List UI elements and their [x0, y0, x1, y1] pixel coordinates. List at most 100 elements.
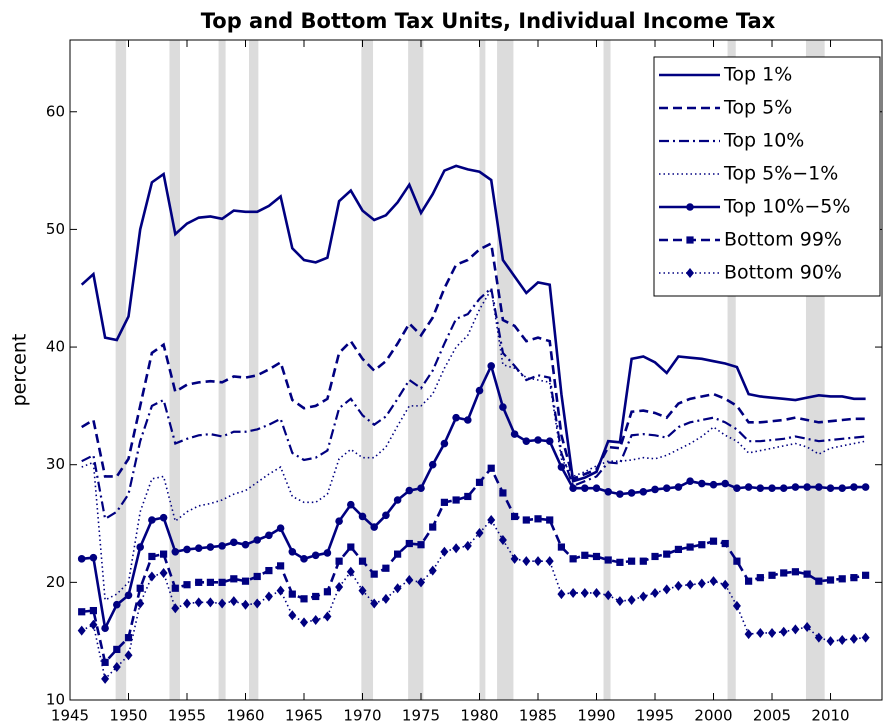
marker	[697, 578, 706, 589]
marker	[592, 484, 601, 493]
marker	[768, 627, 777, 638]
series-line	[81, 287, 866, 602]
marker	[522, 556, 531, 567]
marker	[569, 555, 577, 563]
marker	[147, 571, 156, 582]
marker	[604, 487, 613, 496]
marker	[300, 555, 308, 563]
marker	[580, 587, 589, 598]
chart-title: Top and Bottom Tax Units, Individual Inc…	[201, 9, 776, 33]
marker	[358, 512, 367, 521]
marker	[335, 557, 343, 565]
legend-label: Bottom 99%	[724, 229, 842, 251]
marker	[370, 570, 378, 578]
legend-box	[653, 56, 881, 297]
x-tick-label: 1975	[402, 707, 440, 725]
marker	[569, 587, 578, 598]
marker	[838, 575, 846, 583]
marker	[101, 658, 109, 666]
shaded-period	[479, 40, 486, 700]
marker	[616, 558, 624, 566]
marker	[522, 516, 530, 524]
marker	[616, 490, 624, 498]
marker	[627, 489, 636, 497]
marker	[253, 572, 261, 581]
marker	[534, 436, 542, 444]
marker	[230, 575, 238, 583]
marker	[288, 610, 297, 621]
marker	[311, 615, 320, 625]
marker	[780, 569, 788, 577]
x-tick-label: 2000	[694, 707, 732, 725]
marker	[194, 597, 203, 608]
marker	[78, 608, 86, 616]
marker	[417, 484, 425, 493]
marker	[194, 544, 203, 553]
marker	[347, 543, 355, 551]
marker	[744, 629, 753, 640]
x-tick-label: 1980	[460, 707, 498, 725]
marker	[89, 553, 98, 562]
marker	[335, 582, 344, 593]
marker	[206, 578, 215, 586]
x-tick-label: 1985	[519, 707, 557, 725]
marker	[440, 546, 449, 557]
marker	[838, 484, 847, 493]
marker	[768, 571, 776, 579]
marker	[826, 636, 835, 647]
x-tick-label: 2005	[753, 707, 791, 725]
marker	[417, 577, 426, 588]
marker	[393, 583, 402, 594]
marker	[475, 478, 484, 486]
marker	[300, 617, 309, 628]
marker	[511, 512, 519, 521]
marker	[826, 484, 835, 493]
marker	[534, 515, 542, 523]
marker	[546, 516, 554, 524]
marker	[499, 489, 507, 497]
marker	[206, 597, 215, 608]
marker	[581, 484, 589, 493]
x-tick-label: 1970	[343, 707, 381, 725]
marker	[160, 550, 168, 558]
series-line	[81, 362, 866, 633]
y-tick-label: 10	[46, 691, 65, 709]
marker	[686, 579, 695, 590]
marker	[428, 460, 437, 469]
marker	[498, 535, 507, 545]
marker	[861, 632, 870, 643]
marker	[195, 578, 203, 586]
marker	[475, 386, 484, 395]
marker	[440, 498, 449, 506]
marker	[850, 483, 858, 491]
marker	[382, 564, 390, 572]
y-tick-label: 40	[46, 338, 65, 356]
marker	[393, 496, 402, 504]
shaded-period	[249, 40, 259, 700]
marker	[791, 483, 800, 491]
marker	[698, 479, 706, 488]
marker	[850, 574, 858, 582]
marker	[124, 650, 133, 661]
marker	[615, 596, 624, 607]
y-axis-label: percent	[9, 334, 31, 407]
marker	[686, 268, 694, 278]
marker	[627, 595, 636, 605]
marker	[183, 581, 191, 589]
marker	[346, 566, 355, 577]
marker	[756, 484, 765, 493]
marker	[756, 574, 764, 582]
marker	[628, 557, 636, 565]
marker	[733, 484, 741, 493]
marker	[487, 464, 495, 472]
marker	[639, 487, 648, 496]
marker	[686, 477, 694, 485]
marker	[323, 588, 332, 596]
x-tick-label: 1945	[51, 707, 89, 725]
marker	[148, 516, 156, 524]
marker	[440, 439, 449, 448]
marker	[77, 555, 86, 563]
shaded-period	[361, 40, 374, 700]
marker	[452, 413, 460, 422]
